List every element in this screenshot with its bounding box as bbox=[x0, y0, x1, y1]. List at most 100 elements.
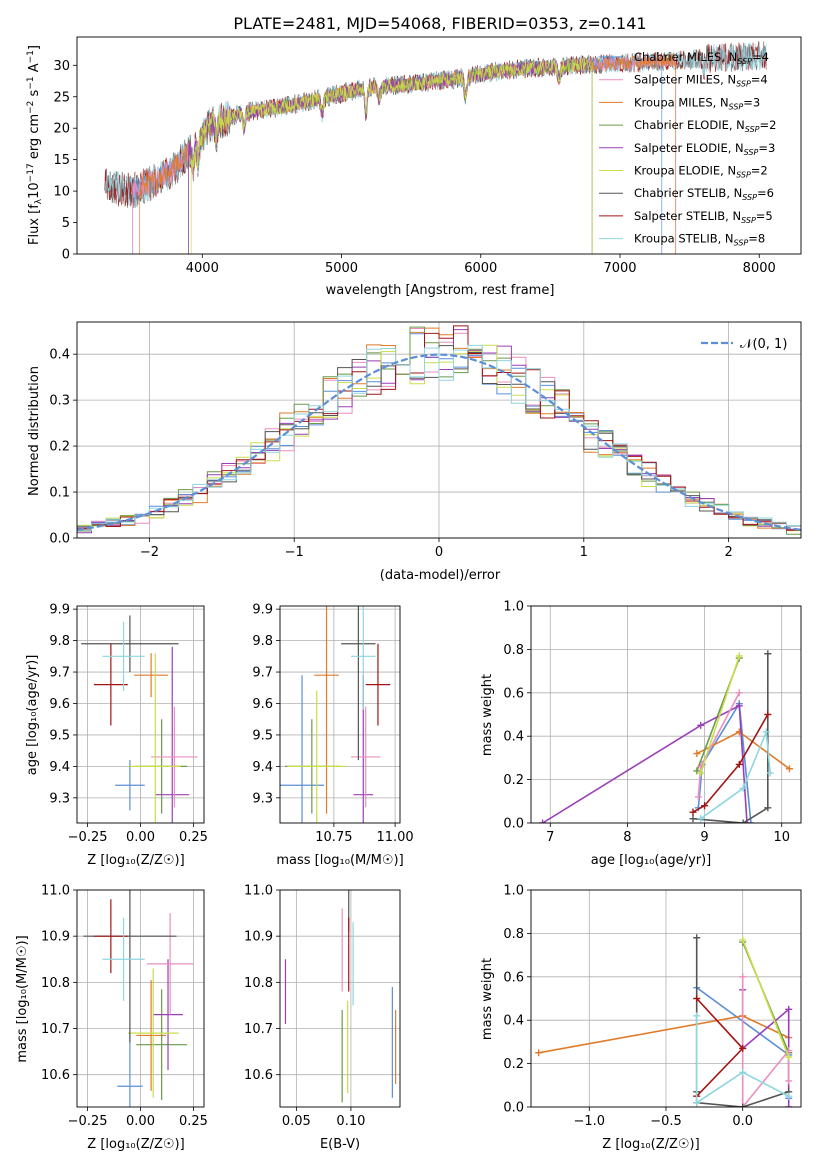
massweight_vs_Z-marker-7-1 bbox=[739, 1044, 747, 1052]
age_vs_Z-point-7 bbox=[93, 643, 128, 726]
massweight_vs_age-ytick-label: 0.6 bbox=[503, 686, 524, 701]
age_vs_Z-xtick-label: −0.25 bbox=[68, 830, 108, 845]
age_vs_mass-grid bbox=[280, 606, 400, 823]
residuals-ylabel: Normed distribution bbox=[27, 366, 42, 496]
mass_vs_Z-ytick-label: 10.7 bbox=[41, 1022, 70, 1037]
massweight_vs_age-xtick-label: 7 bbox=[546, 830, 554, 845]
mass_vs_ebv-ytick-label: 10.6 bbox=[244, 1068, 273, 1083]
massweight_vs_age-marker-2-1 bbox=[693, 767, 701, 775]
massweight_vs_Z-marker-4-0 bbox=[739, 973, 747, 981]
massweight_vs_age-line-7 bbox=[692, 714, 769, 813]
age_vs_Z-point-3 bbox=[155, 646, 190, 823]
age_vs_Z-ytick-label: 9.9 bbox=[49, 603, 70, 618]
massweight_vs_Z-marker-3-3 bbox=[785, 1103, 793, 1107]
mass_vs_Z-point-7 bbox=[93, 899, 128, 974]
massweight-vs-Z-xlabel: Z [log₁₀(Z/Z☉)] bbox=[602, 1137, 699, 1152]
legend-label-1: Salpeter MILES, NSSP=4 bbox=[634, 73, 768, 89]
spectrum-ylabel: Flux [fλ10−17 erg cm−2 s−1 A−1] bbox=[26, 45, 44, 245]
age-vs-Z-ylabel: age [log₁₀(age/yr)] bbox=[25, 655, 40, 776]
mass_vs_ebv-ytick-label: 10.8 bbox=[244, 976, 273, 991]
mass_vs_Z-point-3 bbox=[153, 959, 183, 1071]
age_vs_mass-point-5 bbox=[287, 690, 347, 823]
spectrum-xtick-label: 6000 bbox=[464, 261, 497, 276]
gaussian-curve bbox=[77, 353, 801, 531]
mass_vs_ebv-axes: 0.05 0.10 10.6 10.7 10.8 10.9 11.0 bbox=[244, 884, 401, 1129]
massweight_vs_Z-marker-6-0 bbox=[693, 934, 701, 942]
massweight_vs_Z-xtick-label: −1.0 bbox=[574, 1114, 606, 1129]
spectrum-legend: Chabrier MILES, NSSP=4 Salpeter MILES, NS… bbox=[599, 50, 776, 248]
age-vs-mass-panel: 10.75 11.00 9.3 9.4 9.5 9.6 9.7 9.8 9.9 mass [lo… bbox=[252, 603, 413, 868]
massweight_vs_age-marker-6-0 bbox=[764, 650, 772, 658]
residuals-xtick-label: −2 bbox=[140, 545, 159, 560]
spectrum-frame bbox=[76, 36, 802, 255]
massweight_vs_Z-ytick-label: 0.8 bbox=[503, 927, 524, 942]
spectrum-data bbox=[104, 41, 767, 254]
spectrum-ytick-label: 0 bbox=[62, 248, 70, 263]
spectrum-ytick-label: 25 bbox=[53, 90, 70, 105]
residuals-xtick-label: 0 bbox=[435, 545, 443, 560]
legend-label-7: Salpeter STELIB, NSSP=5 bbox=[634, 209, 773, 225]
massweight-vs-age-panel: 7 8 9 10 0.0 0.2 0.4 0.6 0.8 1.0 age [log₁₀(age/y… bbox=[480, 600, 802, 868]
age_vs_Z-xtick-label: 0.25 bbox=[179, 830, 208, 845]
spectrum-ytick-label: 10 bbox=[53, 185, 70, 200]
massweight_vs_Z-ytick-label: 0.0 bbox=[503, 1101, 524, 1116]
massweight_vs_Z-line-8 bbox=[695, 1015, 790, 1105]
massweight_vs_age-marker-3-2 bbox=[735, 702, 743, 710]
massweight_vs_age-marker-1-0 bbox=[785, 765, 793, 773]
age_vs_mass-ytick-label: 9.5 bbox=[252, 728, 273, 743]
residuals-xlabel: (data-model)/error bbox=[380, 568, 501, 583]
spectrum-ytick-label: 30 bbox=[53, 59, 70, 74]
massweight_vs_age-marker-8-0 bbox=[766, 769, 774, 777]
massweight_vs_age-marker-7-1 bbox=[735, 760, 743, 768]
massweight_vs_Z-grid bbox=[531, 889, 801, 1108]
massweight_vs_Z-marker-5-0 bbox=[739, 936, 747, 944]
mass_vs_Z-xtick-label: −0.25 bbox=[68, 1114, 108, 1129]
age_vs_mass-point-1 bbox=[314, 606, 339, 814]
mass_vs_Z-ytick-label: 10.8 bbox=[41, 976, 70, 991]
age_vs_Z-ytick-label: 9.5 bbox=[49, 728, 70, 743]
massweight_vs_age-marker-5-1 bbox=[697, 769, 705, 777]
massweight_vs_age-xtick-label: 8 bbox=[623, 830, 631, 845]
massweight_vs_Z-marker-8-1 bbox=[693, 1099, 701, 1107]
age_vs_Z-grid bbox=[77, 606, 204, 823]
massweight_vs_age-frame bbox=[530, 605, 802, 824]
mass_vs_ebv-grid bbox=[280, 889, 400, 1107]
massweight_vs_Z-ytick-label: 0.6 bbox=[503, 970, 524, 985]
age_vs_mass-point-7 bbox=[365, 643, 391, 726]
mass_vs_ebv-ytick-label: 11.0 bbox=[244, 884, 273, 899]
residuals-frame bbox=[76, 321, 802, 539]
figure-title: PLATE=2481, MJD=54068, FIBERID=0353, z=0… bbox=[233, 14, 646, 33]
massweight_vs_Z-ytick-label: 0.2 bbox=[503, 1057, 524, 1072]
age_vs_Z-ytick-label: 9.3 bbox=[49, 791, 70, 806]
massweight_vs_Z-marker-8-3 bbox=[785, 1092, 793, 1100]
mass_vs_ebv-data bbox=[284, 890, 397, 1103]
spectrum-xtick-label: 4000 bbox=[186, 261, 219, 276]
massweight_vs_age-marker-8-3 bbox=[697, 815, 705, 823]
residuals-xtick-label: 1 bbox=[580, 545, 588, 560]
massweight_vs_age-marker-6-3 bbox=[689, 815, 697, 823]
age_vs_Z-axes: −0.25 0.00 0.25 9.3 9.4 9.5 9.6 9.7 9.8 9.9 bbox=[49, 603, 208, 845]
mass_vs_Z-point-1 bbox=[136, 980, 166, 1091]
age_vs_mass-point-8 bbox=[351, 606, 376, 710]
mass_vs_Z-xtick-label: 0.00 bbox=[126, 1114, 155, 1129]
spectrum-ytick-label: 20 bbox=[53, 122, 70, 137]
residuals-data bbox=[77, 325, 801, 535]
age_vs_Z-point-5 bbox=[129, 653, 181, 823]
mass_vs_ebv-ytick-label: 10.7 bbox=[244, 1022, 273, 1037]
massweight_vs_age-line-8 bbox=[700, 731, 771, 820]
massweight_vs_age-line-5 bbox=[699, 655, 741, 774]
mass_vs_Z-point-4 bbox=[146, 913, 194, 1015]
gaussian-legend-label: 𝒩(0, 1) bbox=[740, 337, 787, 352]
mass_vs_Z-xtick-label: 0.25 bbox=[179, 1114, 208, 1129]
massweight_vs_age-line-0 bbox=[697, 701, 752, 823]
massweight_vs_age-marker-7-0 bbox=[764, 711, 772, 718]
massweight_vs_age-marker-7-3 bbox=[689, 808, 697, 816]
age_vs_mass-axes: 10.75 11.00 9.3 9.4 9.5 9.6 9.7 9.8 9.9 bbox=[252, 603, 413, 845]
age-vs-mass-xlabel: mass [log₁₀(M/M☉)] bbox=[276, 853, 403, 868]
massweight_vs_age-ytick-label: 0.0 bbox=[503, 817, 524, 832]
massweight_vs_age-ytick-label: 1.0 bbox=[503, 600, 524, 615]
residuals-ytick-label: 0.2 bbox=[49, 440, 70, 455]
mass_vs_ebv-xtick-label: 0.05 bbox=[282, 1114, 311, 1129]
mass_vs_Z-frame bbox=[76, 889, 205, 1108]
age_vs_Z-xtick-label: 0.00 bbox=[126, 830, 155, 845]
